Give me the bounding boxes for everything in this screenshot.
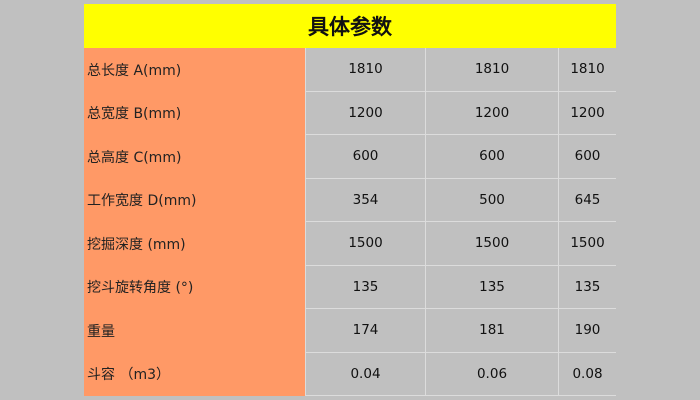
value-cell: 1500	[558, 222, 616, 266]
value-cell: 1200	[558, 91, 616, 135]
value-cell: 645	[558, 178, 616, 222]
row-label: 重量	[84, 309, 305, 353]
value-cell: 135	[558, 265, 616, 309]
table-row: 挖掘深度 (mm) 1500 1500 1500	[84, 222, 616, 266]
value-cell: 135	[425, 265, 558, 309]
row-label: 总长度 A(mm)	[84, 48, 305, 92]
value-cell: 174	[305, 309, 425, 353]
value-cell: 181	[425, 309, 558, 353]
row-label: 斗容 （m3）	[84, 352, 305, 396]
value-cell: 1810	[558, 48, 616, 92]
value-cell: 1200	[305, 91, 425, 135]
value-cell: 1810	[425, 48, 558, 92]
table-row: 总高度 C(mm) 600 600 600	[84, 135, 616, 179]
value-cell: 0.06	[425, 352, 558, 396]
row-label: 总宽度 B(mm)	[84, 91, 305, 135]
value-cell: 500	[425, 178, 558, 222]
value-cell: 0.04	[305, 352, 425, 396]
row-label: 挖斗旋转角度 (°)	[84, 265, 305, 309]
value-cell: 190	[558, 309, 616, 353]
row-label: 总高度 C(mm)	[84, 135, 305, 179]
value-cell: 1810	[305, 48, 425, 92]
table-row: 工作宽度 D(mm) 354 500 645	[84, 178, 616, 222]
value-cell: 0.08	[558, 352, 616, 396]
value-cell: 135	[305, 265, 425, 309]
row-label: 工作宽度 D(mm)	[84, 178, 305, 222]
value-cell: 354	[305, 178, 425, 222]
value-cell: 1500	[425, 222, 558, 266]
table-row: 重量 174 181 190	[84, 309, 616, 353]
value-cell: 600	[305, 135, 425, 179]
table-row: 挖斗旋转角度 (°) 135 135 135	[84, 265, 616, 309]
table-row: 总长度 A(mm) 1810 1810 1810	[84, 48, 616, 92]
spec-table: 总长度 A(mm) 1810 1810 1810 总宽度 B(mm) 1200 1200 12…	[84, 48, 616, 396]
value-cell: 1500	[305, 222, 425, 266]
value-cell: 1200	[425, 91, 558, 135]
value-cell: 600	[425, 135, 558, 179]
table-row: 斗容 （m3） 0.04 0.06 0.08	[84, 352, 616, 396]
value-cell: 600	[558, 135, 616, 179]
row-label: 挖掘深度 (mm)	[84, 222, 305, 266]
table-title: 具体参数	[84, 4, 616, 48]
table-row: 总宽度 B(mm) 1200 1200 1200	[84, 91, 616, 135]
